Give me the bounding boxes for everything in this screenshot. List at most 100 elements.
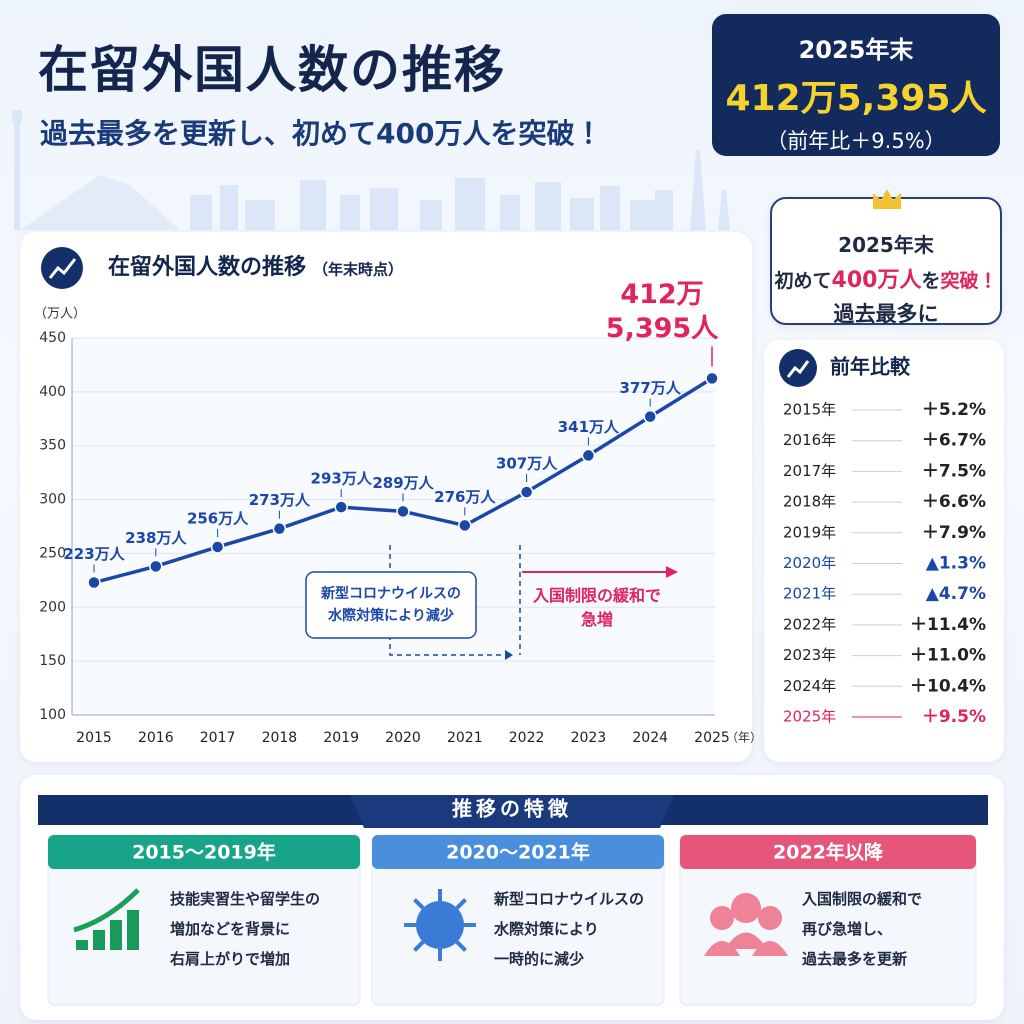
x-tick-label: 2019 <box>323 730 359 746</box>
element <box>690 150 706 230</box>
icon-body <box>725 932 767 949</box>
y-tick-label: 200 <box>39 599 66 615</box>
yoy-change: ＋6.6% <box>922 492 986 512</box>
feature-period: 2015～2019年 <box>132 841 276 864</box>
chart-icon <box>41 247 83 289</box>
record-period: 2025年末 <box>838 233 934 257</box>
icon-head <box>758 906 782 930</box>
icon-spike <box>413 940 425 952</box>
icon-spike <box>413 898 425 910</box>
element <box>220 185 238 230</box>
plot-area <box>72 338 715 715</box>
x-tick-label: 2021 <box>447 730 483 746</box>
value-label: 289万人 <box>372 474 434 492</box>
icon-bar <box>93 930 105 950</box>
data-point <box>334 500 348 514</box>
yoy-change: ＋7.5% <box>922 461 986 481</box>
yoy-icon-line <box>786 360 810 378</box>
record-line-part: 初めて <box>774 270 832 292</box>
feature-icon <box>73 888 140 950</box>
x-axis-unit: （年） <box>726 731 762 745</box>
y-axis-unit: （万人） <box>34 307 86 322</box>
x-tick-label: 2023 <box>571 730 607 746</box>
feature-period: 2020～2021年 <box>446 841 590 864</box>
data-point <box>581 448 596 463</box>
x-tick-label: 2017 <box>200 730 236 746</box>
element <box>340 195 360 230</box>
data-point <box>705 371 719 386</box>
yoy-change: ＋6.7% <box>922 431 986 451</box>
icon-spike <box>455 940 467 952</box>
x-tick-label: 2018 <box>262 730 298 746</box>
value-label: 223万人 <box>63 545 125 563</box>
crown-icon <box>873 189 901 209</box>
yoy-change: ＋11.4% <box>910 615 986 635</box>
element <box>570 198 594 230</box>
y-tick-label: 100 <box>39 707 66 723</box>
element <box>14 120 20 230</box>
data-point <box>210 540 225 554</box>
element <box>190 195 212 230</box>
yoy-change: ▲1.3% <box>926 554 986 574</box>
x-tick-label: 2025 <box>694 730 730 746</box>
value-label: 341万人 <box>558 418 620 436</box>
value-label: 412万 5,395人 <box>605 279 719 345</box>
icon-arrow <box>73 888 140 933</box>
y-tick-label: 400 <box>39 384 66 400</box>
value-label: 293万人 <box>311 470 373 488</box>
yoy-year: 2023年 <box>783 646 836 664</box>
yoy-change: ＋7.9% <box>922 523 986 543</box>
element <box>12 110 22 122</box>
annotation-text: 入国制限の緩和で 急増 <box>532 586 661 629</box>
element <box>370 188 398 230</box>
record-closing: 過去最多に <box>833 302 939 326</box>
feature-period: 2022年以降 <box>773 841 884 864</box>
annotation-text: 新型コロナウイルスの 水際対策により減少 <box>321 586 461 624</box>
icon-virus <box>416 901 464 949</box>
data-point <box>87 575 101 590</box>
yoy-year: 2020年 <box>783 554 836 572</box>
yoy-year: 2019年 <box>783 523 836 541</box>
element <box>245 200 275 230</box>
chart-title-note: （年末時点） <box>313 261 403 279</box>
x-tick-label: 2024 <box>632 730 668 746</box>
element <box>655 190 673 230</box>
element <box>500 195 520 230</box>
yoy-change: ＋10.4% <box>910 676 986 696</box>
data-point <box>643 409 657 424</box>
yoy-title: 前年比較 <box>830 355 911 379</box>
element <box>455 178 485 230</box>
record-line-part: 突破！ <box>940 270 998 292</box>
record-line-part: を <box>921 270 941 292</box>
feature-text: 新型コロナウイルスの 水際対策により 一時的に減少 <box>494 890 645 968</box>
feature-card-header <box>680 835 976 869</box>
highlight-box: 2025年末 412万5,395人 （前年比＋9.5%） <box>712 14 1000 156</box>
element <box>600 186 620 230</box>
data-point <box>519 485 534 499</box>
icon-bar <box>127 910 139 950</box>
x-tick-label: 2016 <box>138 730 174 746</box>
value-label: 238万人 <box>125 529 187 547</box>
annotation-arrowhead <box>505 650 513 660</box>
x-tick-label: 2022 <box>509 730 545 746</box>
yoy-year: 2021年 <box>783 585 836 603</box>
icon-bar <box>110 920 122 950</box>
value-label: 273万人 <box>249 491 311 509</box>
yoy-year: 2016年 <box>783 431 836 449</box>
highlight-period: 2025年末 <box>798 36 914 64</box>
y-tick-label: 350 <box>39 438 66 454</box>
features-title: 推移の特徴 <box>452 797 572 821</box>
yoy-change: ▲4.7% <box>926 584 986 604</box>
y-tick-label: 250 <box>39 545 66 561</box>
yoy-change: ＋11.0% <box>910 646 986 666</box>
x-tick-label: 2015 <box>76 730 112 746</box>
data-point <box>149 559 163 574</box>
x-tick-label: 2020 <box>385 730 421 746</box>
y-tick-label: 450 <box>39 330 66 346</box>
feature-text: 技能実習生や留学生の 増加などを背景に 右肩上がりで増加 <box>170 890 321 968</box>
chart-icon-line <box>48 258 77 279</box>
feature-card-header <box>48 835 360 869</box>
yoy-icon <box>779 349 817 387</box>
